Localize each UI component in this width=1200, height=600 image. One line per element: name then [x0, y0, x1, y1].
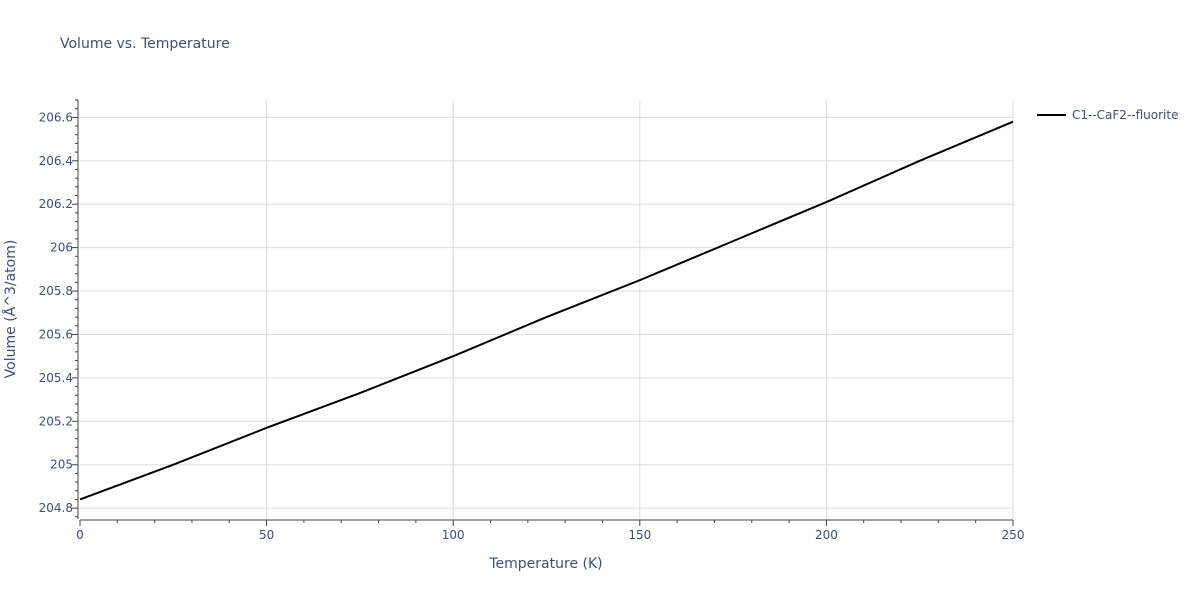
x-tick-label: 0: [76, 528, 84, 542]
x-tick-label: 150: [628, 528, 651, 542]
x-tick-label: 250: [1002, 528, 1025, 542]
y-tick-label: 206.6: [39, 110, 73, 124]
grid-lines: [80, 100, 1014, 519]
chart-title: Volume vs. Temperature: [60, 36, 230, 52]
legend[interactable]: C1--CaF2--fluorite: [1037, 108, 1178, 122]
axes: [77, 100, 1013, 521]
x-tick-label: 100: [442, 528, 465, 542]
y-tick-label: 206.2: [39, 197, 73, 211]
x-axis-label: Temperature (K): [488, 556, 602, 572]
x-tick-label: 200: [815, 528, 838, 542]
y-tick-label: 206.4: [39, 154, 73, 168]
y-tick-label: 206: [50, 241, 73, 255]
series-line: [79, 120, 1014, 501]
y-tick-label: 204.8: [39, 501, 73, 515]
x-tick-label: 50: [259, 528, 274, 542]
tick-marks: [72, 99, 1014, 526]
y-tick-label: 205.4: [39, 371, 73, 385]
y-tick-label: 205.6: [39, 327, 73, 341]
legend-label: C1--CaF2--fluorite: [1072, 108, 1178, 122]
y-tick-label: 205.8: [39, 284, 73, 298]
y-tick-label: 205.2: [39, 414, 73, 428]
series-lines: [79, 120, 1014, 501]
y-tick-label: 205: [50, 458, 73, 472]
tick-labels: 0 50 100 150 200 250 204.8 205 205.2 205.4 205.6 20…: [39, 110, 1025, 542]
y-axis-label: Volume (Å^3/atom): [2, 240, 19, 379]
